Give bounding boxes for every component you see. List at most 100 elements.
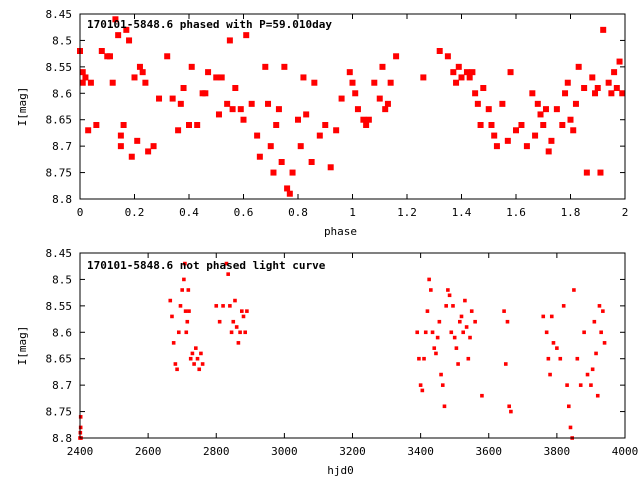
data-points (78, 261, 607, 440)
data-point (450, 69, 457, 76)
data-point (415, 330, 420, 335)
data-point (188, 356, 193, 361)
data-point (352, 90, 359, 97)
data-point (175, 367, 179, 372)
data-point (446, 288, 450, 292)
data-point (214, 304, 219, 308)
data-point (568, 425, 573, 430)
x-tick-label: 2600 (135, 445, 162, 458)
data-point (437, 319, 442, 324)
data-point (115, 32, 122, 39)
data-point (570, 127, 577, 134)
x-tick-label: 0.2 (125, 206, 145, 219)
data-point (218, 74, 225, 81)
data-point (231, 319, 236, 324)
data-point (566, 404, 571, 409)
data-point (485, 106, 492, 113)
data-point (234, 325, 239, 329)
data-point (200, 362, 205, 366)
data-point (509, 409, 513, 414)
data-point (440, 383, 445, 387)
data-point (254, 132, 261, 139)
data-point (548, 137, 555, 144)
y-tick-label: 8.55 (46, 61, 73, 74)
data-point (503, 362, 508, 366)
x-tick-label: 3200 (339, 445, 366, 458)
data-point (565, 383, 569, 387)
data-point (229, 106, 236, 113)
x-tick-label: 1.2 (397, 206, 417, 219)
data-point (376, 95, 383, 102)
x-tick-label: 2800 (203, 445, 230, 458)
data-point (559, 122, 566, 128)
data-point (595, 393, 600, 398)
data-point (589, 74, 596, 81)
data-point (544, 330, 549, 335)
data-point (542, 106, 549, 113)
data-point (469, 69, 476, 76)
data-point (463, 298, 467, 303)
data-point (507, 404, 511, 409)
data-point (194, 122, 201, 128)
data-point (449, 330, 454, 335)
x-tick-label: 1.6 (506, 206, 526, 219)
data-point (267, 143, 274, 150)
x-tick-label: 3800 (544, 445, 571, 458)
data-point (199, 351, 203, 356)
data-point (523, 143, 530, 150)
data-point (109, 79, 116, 86)
data-point (186, 122, 192, 128)
data-point (183, 261, 187, 266)
data-point (224, 100, 231, 107)
data-point (117, 132, 124, 139)
data-point (85, 127, 92, 134)
data-point (194, 346, 198, 350)
data-point (597, 169, 604, 176)
data-point (311, 79, 318, 86)
data-point (233, 298, 237, 303)
data-point (613, 85, 620, 91)
data-point (439, 372, 443, 377)
data-point (300, 74, 307, 81)
data-point (183, 309, 188, 313)
data-point (616, 58, 623, 65)
data-point (93, 122, 100, 128)
data-point (393, 53, 400, 60)
data-point (188, 63, 195, 70)
data-point (502, 309, 506, 313)
x-tick-label: 2400 (67, 445, 94, 458)
data-point (169, 95, 176, 102)
data-point (592, 319, 597, 324)
data-point (217, 319, 222, 324)
data-point (387, 79, 394, 86)
data-point (558, 356, 563, 361)
x-tick-label: 1.4 (452, 206, 472, 219)
y-tick-label: 8.55 (46, 300, 73, 313)
data-point (384, 100, 391, 107)
data-point (499, 100, 506, 107)
data-point (150, 143, 157, 150)
data-point (435, 335, 440, 340)
data-point (224, 261, 229, 266)
y-tick-label: 8.8 (52, 432, 72, 445)
data-point (455, 63, 462, 70)
data-point (175, 127, 182, 134)
data-point (145, 148, 152, 155)
data-point (480, 85, 487, 91)
x-tick-label: 0.4 (179, 206, 199, 219)
data-point (549, 314, 554, 319)
data-point (583, 169, 590, 176)
data-point (468, 335, 472, 340)
data-point (447, 293, 452, 298)
data-point (379, 63, 386, 70)
data-point (425, 309, 430, 313)
data-point (504, 137, 511, 144)
data-point (420, 388, 425, 393)
data-point (120, 122, 127, 128)
data-point (177, 100, 184, 107)
data-point (106, 53, 113, 60)
data-point (444, 304, 448, 308)
data-point (422, 356, 426, 361)
data-point (513, 127, 519, 134)
